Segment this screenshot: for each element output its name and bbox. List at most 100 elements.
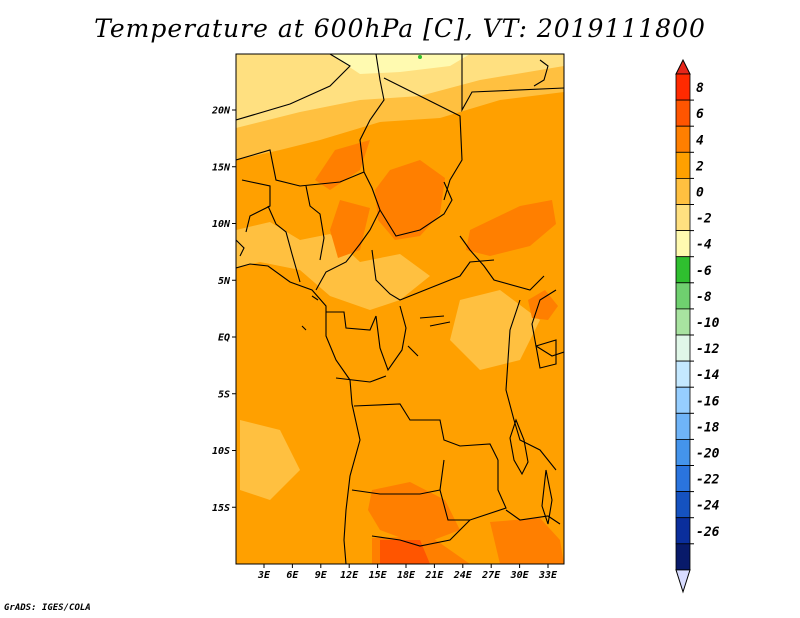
colorbar-label: 8: [696, 81, 704, 96]
colorbar-label: 4: [696, 133, 704, 148]
colorbar-segment: [675, 99, 691, 127]
border-angola-drc: [353, 403, 499, 461]
colorbar-label: 0: [696, 186, 704, 201]
colorbar-segment: [675, 360, 691, 388]
field-0-to-2-central: [236, 222, 430, 310]
lat-tick-label: 5N: [218, 276, 231, 287]
colorbar-segment: [675, 282, 691, 310]
border-great-lakes: [505, 299, 557, 471]
axis-ticks: 20N 15N 10N 5N EQ 5S 10S 15S 3E 6E 9E 12E 15E 18E 21E 2…: [211, 106, 558, 582]
field-green-spot: [418, 55, 422, 59]
colorbar-label: -18: [696, 420, 720, 435]
islands: [301, 295, 319, 331]
lat-tick-label: EQ: [218, 333, 230, 344]
colorbar-label: -16: [696, 394, 720, 409]
border-car: [371, 249, 495, 301]
temperature-field: [236, 54, 564, 564]
border-cabinda: [335, 375, 387, 383]
field-4-to-6-east: [466, 200, 556, 256]
lon-tick-label: 30E: [510, 570, 530, 581]
colorbar-segment: [675, 386, 691, 414]
field-6-to-8-south: [380, 540, 430, 564]
colorbar-segment: [675, 412, 691, 440]
border-gabon-congo: [326, 311, 377, 331]
lon-tick-label: 3E: [257, 570, 271, 581]
colorbar-segment: [675, 465, 691, 493]
colorbar-label: -14: [696, 368, 720, 383]
chart-title: Temperature at 600hPa [C], VT: 201911180…: [94, 14, 706, 43]
lat-tick-label: 20N: [211, 106, 231, 117]
colorbar: 8 6 4 2 0 -2 -4 -6 -8 -10 -12 -14 -16 -18 -20 -22 -24 -26: [675, 58, 720, 594]
border-caprivi: [371, 519, 471, 547]
border-mali-niger: [236, 149, 365, 187]
border-algeria: [236, 54, 351, 121]
border-uganda-kenya: [531, 289, 564, 357]
coast-red-sea: [533, 59, 549, 87]
colorbar-segment: [675, 204, 691, 232]
field-0-to-2-east: [450, 290, 540, 370]
colorbar-segment: [675, 177, 691, 205]
lon-tick-label: 15E: [369, 570, 388, 581]
border-angola-namibia: [351, 489, 441, 495]
border-benin-nigeria: [305, 185, 325, 261]
lat-tick-label: 10N: [212, 219, 231, 230]
lon-tick-label: 9E: [315, 570, 328, 581]
rivers-congo: [407, 315, 451, 357]
colorbar-segment: [675, 517, 691, 545]
lat-tick-label: 15S: [212, 503, 230, 514]
field-4-to-6-southeast: [490, 518, 564, 564]
colorbar-segment: [675, 230, 691, 258]
border-ghana-togo: [267, 205, 301, 283]
colorbar-label: 6: [696, 107, 704, 122]
lon-tick-label: 24E: [453, 570, 473, 581]
border-congo-drc: [375, 305, 407, 372]
colorbar-label: -22: [696, 473, 720, 488]
colorbar-segment: [675, 151, 691, 179]
lon-tick-label: 18E: [397, 570, 416, 581]
colorbar-segment: [675, 543, 691, 571]
colorbar-label: -24: [696, 499, 720, 514]
colorbar-label: -2: [696, 212, 712, 227]
lon-tick-label: 6E: [286, 570, 299, 581]
colorbar-segment: [675, 308, 691, 336]
border-niger-chad-north: [359, 54, 385, 173]
colorbar-label: -20: [696, 447, 720, 462]
coast-sierra: [236, 239, 245, 257]
coastline-west: [236, 263, 361, 564]
colorbar-segment: [675, 125, 691, 153]
border-sudan-south: [459, 235, 545, 291]
colorbar-segment: [675, 256, 691, 284]
field-4-to-6-chad: [375, 160, 445, 240]
colorbar-label: 2: [695, 159, 704, 174]
border-egypt-sudan: [461, 54, 564, 113]
colorbar-top-arrow: [675, 58, 691, 75]
border-chad-south: [379, 181, 453, 237]
lake-victoria: [535, 339, 557, 369]
border-burkina: [241, 179, 271, 233]
colorbar-label: -12: [696, 342, 720, 357]
lake-malawi: [541, 469, 553, 525]
colorbar-label: -4: [696, 238, 712, 253]
border-libya-chad: [383, 77, 463, 201]
border-zimbabwe: [505, 509, 561, 525]
colorbar-label: -6: [696, 264, 712, 279]
lon-tick-label: 33E: [538, 570, 558, 581]
lat-tick-label: 5S: [218, 389, 230, 400]
grads-credit: GrADS: IGES/COLA: [4, 603, 91, 613]
lon-tick-label: 21E: [424, 570, 444, 581]
colorbar-label: -26: [696, 525, 720, 540]
lake-tanganyika: [509, 418, 529, 476]
colorbar-segment: [675, 491, 691, 519]
colorbar-segment: [675, 438, 691, 466]
field-0-to-2-west: [240, 420, 300, 500]
country-borders: [236, 54, 564, 564]
map-frame: [235, 53, 565, 565]
colorbar-label: -8: [696, 290, 712, 305]
colorbar-segment: [675, 334, 691, 362]
colorbar-label: -10: [696, 316, 720, 331]
field-minus2-to-0: [236, 54, 564, 128]
lon-tick-label: 12E: [340, 570, 359, 581]
field-minus4-to-minus2: [330, 54, 470, 74]
field-4-to-6-south: [368, 482, 460, 545]
